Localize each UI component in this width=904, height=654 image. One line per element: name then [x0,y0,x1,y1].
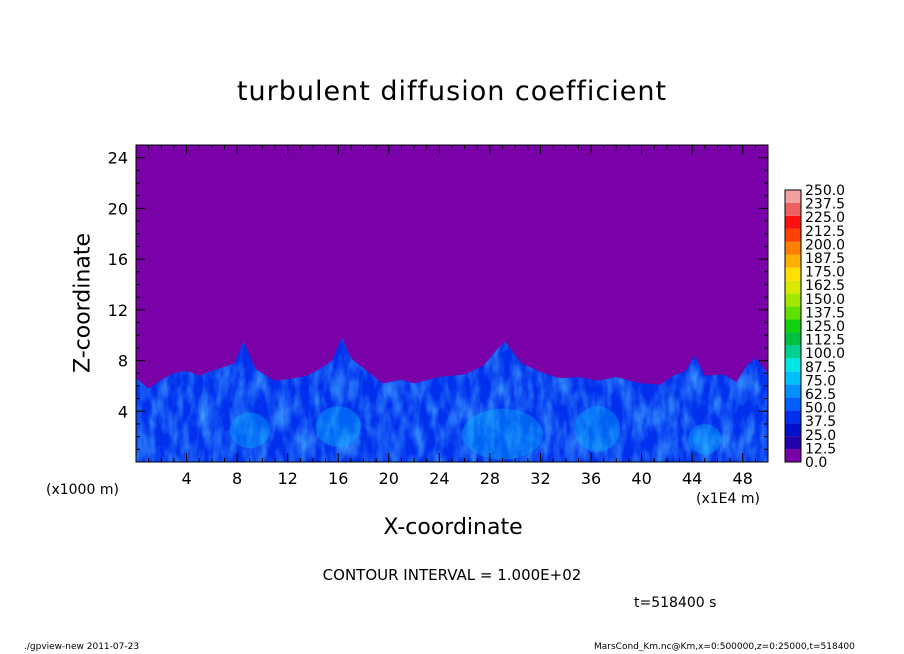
colorbar-swatch [785,241,801,255]
y-axis-label: Z-coordinate [70,233,96,373]
colorbar-label: 187.5 [805,251,845,267]
eddy-core [688,423,722,455]
colorbar-swatch [785,358,801,372]
colorbar-swatch [785,371,801,385]
x-tick-label: 44 [682,469,702,488]
eddy-core [229,412,270,449]
colorbar-swatch [785,410,801,424]
x-tick-label: 12 [278,469,298,488]
x-tick-label: 48 [733,469,753,488]
y-tick-label: 4 [118,402,128,421]
x-tick-label: 32 [530,469,550,488]
colorbar-label: 75.0 [805,373,836,389]
colorbar-label: 237.5 [805,197,845,213]
colorbar-label: 25.0 [805,428,836,444]
colorbar-swatch [785,267,801,281]
colorbar-swatch [785,449,801,462]
y-tick-label: 24 [108,149,128,168]
colorbar-label: 175.0 [805,265,845,281]
colorbar-label: 50.0 [805,401,836,417]
x-tick-label: 8 [232,469,242,488]
x-tick-label: 36 [581,469,601,488]
colorbar-swatch [785,280,801,294]
chart-title: turbulent diffusion coefficient [236,76,668,107]
colorbar-label: 200.0 [805,237,845,253]
colorbar-label: 250.0 [805,183,845,199]
colorbar-label: 112.5 [805,333,845,349]
colorbar-swatch [785,345,801,359]
x-tick-label: 16 [328,469,348,488]
colorbar-swatch [785,436,801,450]
turbulent-layer-texture [136,337,768,462]
colorbar-label: 87.5 [805,360,836,376]
y-tick-label: 20 [108,199,128,218]
colorbar-label: 162.5 [805,278,845,294]
colorbar-label: 37.5 [805,414,836,430]
y-tick-label: 8 [118,352,128,371]
colorbar-label: 150.0 [805,292,845,308]
eddy-core [315,406,361,447]
x-unit-label: (x1E4 m) [696,491,760,507]
colorbar-swatch [785,397,801,411]
colorbar-swatch [785,215,801,229]
time-text: t=518400 s [634,595,717,611]
x-tick-label: 40 [631,469,651,488]
colorbar-swatch [785,306,801,320]
turbulence-field [136,337,768,462]
footer-right-text: MarsCond_Km.nc@Km,x=0:500000,z=0:25000,t… [594,642,855,652]
colorbar-swatch [785,202,801,216]
colorbar-swatch [785,254,801,268]
y-unit-label: (x1000 m) [46,482,119,498]
x-axis: 4 8 12 16 20 24 28 32 36 40 44 48 [148,145,756,488]
x-tick-label: 28 [480,469,500,488]
colorbar-label: 225.0 [805,210,845,226]
contour-interval-text: CONTOUR INTERVAL = 1.000E+02 [322,566,582,584]
colorbar-swatch [785,384,801,398]
colorbar: 0.012.525.037.550.062.575.087.5100.0112.… [784,183,845,471]
x-axis-label: X-coordinate [383,515,523,540]
colorbar-frame [784,189,802,463]
colorbar-label: 0.0 [805,455,827,471]
colorbar-swatch [785,332,801,346]
eddy-core [462,408,544,460]
colorbar-label: 62.5 [805,387,836,403]
x-tick-label: 24 [429,469,449,488]
colorbar-swatch [785,228,801,242]
colorbar-swatch [785,423,801,437]
y-tick-label: 12 [108,301,128,320]
colorbar-label: 125.0 [805,319,845,335]
colorbar-swatch [785,293,801,307]
y-axis: 4 8 12 16 20 24 [108,149,768,450]
footer-left-text: ./gpview-new 2011-07-23 [24,642,140,652]
x-tick-label: 4 [181,469,191,488]
colorbar-label: 212.5 [805,224,845,240]
colorbar-swatch [785,190,801,203]
colorbar-label: 100.0 [805,346,845,362]
y-tick-label: 16 [108,250,128,269]
colorbar-swatch [785,319,801,333]
x-tick-label: 20 [379,469,399,488]
eddy-core [574,406,621,452]
colorbar-label: 12.5 [805,441,836,457]
colorbar-label: 137.5 [805,305,845,321]
